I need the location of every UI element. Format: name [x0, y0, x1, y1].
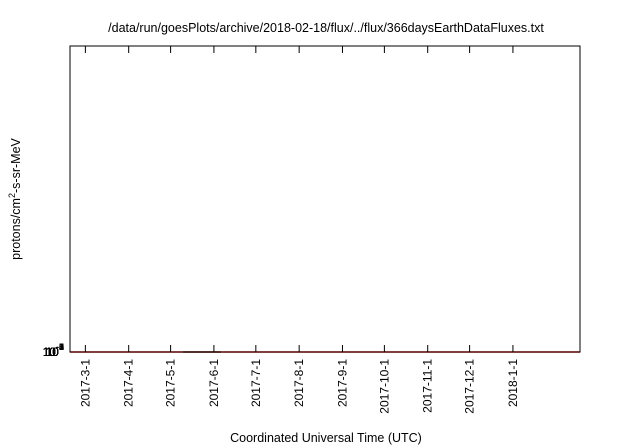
y-axis-label: protons/cm2-s-sr-MeV — [7, 137, 23, 259]
y-tick-label: 100 — [46, 342, 64, 359]
y-tick-label: 103 — [46, 342, 64, 359]
y-tick-label: 10-4 — [43, 342, 64, 359]
x-tick-label: 2017-5-1 — [164, 359, 178, 407]
x-tick-label: 2017-10-1 — [377, 359, 391, 414]
x-tick-label: 2017-4-1 — [122, 359, 136, 407]
y-tick-label: 10-1 — [43, 342, 64, 359]
x-tick-label: 2017-9-1 — [335, 359, 349, 407]
x-tick-label: 2018-1-1 — [506, 359, 520, 407]
x-axis-label: Coordinated Universal Time (UTC) — [230, 431, 422, 445]
x-tick-label: 2017-12-1 — [463, 359, 477, 414]
y-tick-label: 101 — [46, 342, 64, 359]
x-tick-label: 2017-6-1 — [207, 359, 221, 407]
y-tick-label: 10-5 — [43, 342, 64, 359]
x-tick-label: 2017-7-1 — [249, 359, 263, 407]
y-tick-label: 105 — [46, 342, 64, 359]
plot-frame — [69, 45, 581, 353]
x-tick-label: 2017-8-1 — [292, 359, 306, 407]
y-tick-label: 106 — [46, 342, 64, 359]
chart-title: /data/run/goesPlots/archive/2018-02-18/f… — [108, 21, 544, 35]
y-tick-label: 10-2 — [43, 342, 64, 359]
x-tick-label: 2017-11-1 — [421, 359, 435, 413]
y-tick-label: 10-6 — [43, 342, 64, 359]
y-tick-label: 104 — [46, 342, 64, 359]
axis-layer: 10-610-510-410-310-210-11001011021031041… — [43, 46, 580, 414]
x-tick-label: 2017-3-1 — [78, 359, 92, 407]
y-tick-label: 10-3 — [43, 342, 64, 359]
y-tick-label: 102 — [46, 342, 64, 359]
